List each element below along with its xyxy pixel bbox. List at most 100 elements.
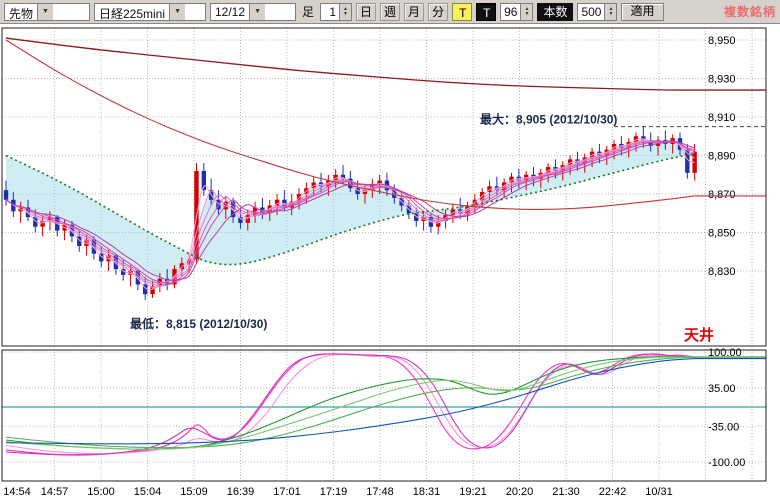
panel-borders <box>1 27 767 482</box>
candle-up <box>333 174 338 181</box>
candle-up <box>289 201 294 208</box>
rci-mid-b-line <box>5 356 766 449</box>
candle-up <box>509 176 514 183</box>
time-axis-label: 17:48 <box>366 486 394 498</box>
time-axis-label: 16:39 <box>227 486 255 498</box>
timeframe-minute-button[interactable]: 分 <box>428 2 449 21</box>
multi-symbol-link[interactable]: 複数銘柄 <box>723 5 776 19</box>
timeframe-day-button[interactable]: 日 <box>356 2 377 21</box>
spinner-arrows-icon[interactable]: ▲ ▼ <box>604 3 617 20</box>
candle-up <box>311 182 316 189</box>
time-axis-label: 19:21 <box>459 486 487 498</box>
chart-canvas[interactable]: 8,9508,9308,9108,8908,8708,8508,830100.0… <box>0 24 780 500</box>
instrument-select[interactable]: 先物 ▼ <box>4 2 90 21</box>
annotations: 最大：8,905 (2012/10/30) 最低：8,815 (2012/10/3… <box>130 112 766 344</box>
timeframe-label: 足 <box>302 5 315 19</box>
count-stepper[interactable]: 500 ▲ ▼ <box>577 2 618 21</box>
candle-up <box>589 151 595 158</box>
chevron-down-icon[interactable]: ▼ <box>169 3 186 20</box>
tick-mode-button[interactable]: T <box>452 2 473 21</box>
price-axis-label: 8,830 <box>708 266 736 278</box>
candle-down <box>641 136 646 141</box>
price-axis-label: 8,930 <box>708 74 736 86</box>
candle-up <box>47 217 53 221</box>
candle-down <box>77 236 82 246</box>
min-annotation: 最低：8,815 (2012/10/30) <box>130 316 267 331</box>
time-axis-label: 15:09 <box>180 486 208 498</box>
rci-short-c-line <box>5 353 766 456</box>
timeframe-week-button[interactable]: 週 <box>380 2 401 21</box>
candle-up <box>487 186 492 193</box>
ma-ribbon <box>5 138 695 291</box>
apply-button[interactable]: 適用 <box>621 2 664 21</box>
candle-up <box>545 167 551 173</box>
time-axis: 14:54 14:57 15:00 15:04 15:09 16:39 17:01 17:19… <box>3 486 673 498</box>
grid <box>2 28 766 481</box>
envelope-band <box>6 139 695 289</box>
candle-down <box>3 190 9 200</box>
candle-down <box>142 284 148 295</box>
candle-down <box>414 213 419 221</box>
rci-short-b-line <box>5 353 766 455</box>
indicator-axis-label: -35.00 <box>708 421 739 433</box>
time-axis-label: 10/31 <box>645 486 673 498</box>
tick-mode-active-button[interactable]: T <box>476 2 497 21</box>
max-annotation: 最大：8,905 (2012/10/30) <box>480 112 617 127</box>
axis-labels: 8,9508,9308,9108,8908,8708,8508,830100.0… <box>708 35 745 469</box>
candle-up <box>567 159 573 166</box>
ceiling-signal-label: 天井 <box>684 326 714 344</box>
contract-month-select[interactable]: 12/12 ▼ <box>210 2 296 21</box>
candle-up <box>274 199 280 206</box>
time-axis-label: 21:30 <box>552 486 580 498</box>
chevron-down-icon[interactable]: ▼ <box>37 3 54 20</box>
price-axis-label: 8,950 <box>708 35 736 47</box>
candle-down <box>685 149 690 173</box>
minute-stepper[interactable]: 1 ▲ ▼ <box>320 2 353 21</box>
candle-up <box>245 215 250 223</box>
bar-count-label: 本数 <box>537 2 574 21</box>
spinner-arrows-icon[interactable]: ▲ ▼ <box>520 3 533 20</box>
main-panel-border <box>1 27 767 347</box>
moving-averages <box>5 37 766 266</box>
contract-month-value: 12/12 <box>215 4 246 19</box>
candle-up <box>150 286 155 295</box>
indicator-panel-border <box>1 349 767 482</box>
bars-stepper[interactable]: 96 ▲ ▼ <box>500 2 534 21</box>
candle-up <box>252 207 258 216</box>
candle-up <box>450 209 456 216</box>
minute-stepper-value: 1 <box>329 4 337 19</box>
chevron-down-icon[interactable]: ▼ <box>249 3 266 20</box>
symbol-value: 日経225mini <box>99 6 166 20</box>
indicator-lines <box>5 353 766 456</box>
ma-medium <box>5 39 766 210</box>
time-axis-label: 14:57 <box>41 486 69 498</box>
candle-down <box>238 217 243 223</box>
spinner-arrows-icon[interactable]: ▲ ▼ <box>339 3 352 20</box>
price-axis-label: 8,870 <box>708 189 736 201</box>
candle-up <box>436 220 441 227</box>
candle-down <box>340 174 346 179</box>
candle-up <box>267 205 272 214</box>
bars-stepper-value: 96 <box>504 4 518 19</box>
ribbon-ma-line <box>5 140 695 284</box>
symbol-select[interactable]: 日経225mini ▼ <box>94 2 206 21</box>
time-axis-label: 22:42 <box>599 486 627 498</box>
indicator-axis-label: -100.00 <box>708 457 745 469</box>
price-axis-label: 8,850 <box>708 228 736 240</box>
count-stepper-value: 500 <box>581 4 602 19</box>
candle-up <box>633 136 639 143</box>
ma-green-dotted <box>5 152 695 266</box>
time-axis-label: 14:54 <box>3 486 31 498</box>
timeframe-month-button[interactable]: 月 <box>404 2 425 21</box>
candle-down <box>99 253 104 262</box>
candle-down <box>33 217 38 227</box>
candle-up <box>611 143 617 150</box>
candle-up <box>40 220 45 227</box>
candle-up <box>179 263 185 270</box>
candle-down <box>121 269 126 275</box>
rci-mid-c-line <box>5 356 766 450</box>
price-axis-label: 8,910 <box>708 112 736 124</box>
time-axis-label: 15:04 <box>134 486 162 498</box>
time-axis-label: 15:00 <box>87 486 115 498</box>
